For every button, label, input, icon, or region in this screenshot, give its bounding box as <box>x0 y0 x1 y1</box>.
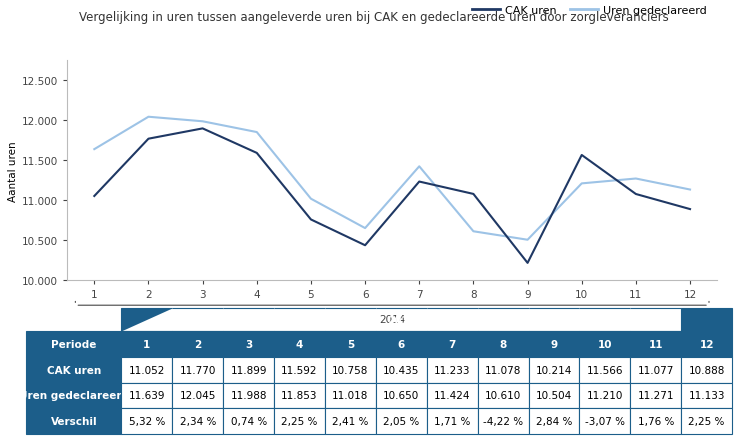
Text: 2014: 2014 <box>379 314 406 324</box>
Text: Vergelijking in uren tussen aangeleverde uren bij CAK en gedeclareerde uren door: Vergelijking in uren tussen aangeleverde… <box>78 11 669 24</box>
Y-axis label: Aantal uren: Aantal uren <box>7 141 18 201</box>
Legend: CAK uren, Uren gedeclareerd: CAK uren, Uren gedeclareerd <box>468 1 712 20</box>
Text: Periode: Periode <box>373 334 412 344</box>
